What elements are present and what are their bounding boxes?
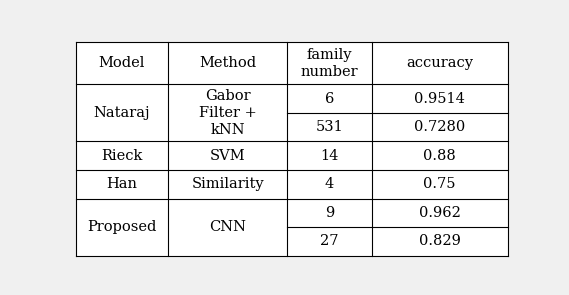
Text: 6: 6	[325, 91, 334, 106]
Text: Method: Method	[199, 56, 257, 70]
Text: 9: 9	[325, 206, 334, 220]
Text: 0.88: 0.88	[423, 149, 456, 163]
Text: 0.962: 0.962	[419, 206, 460, 220]
Text: Model: Model	[99, 56, 145, 70]
Text: Gabor
Filter +
kNN: Gabor Filter + kNN	[199, 88, 257, 137]
Text: 0.9514: 0.9514	[414, 91, 465, 106]
Text: 4: 4	[325, 177, 334, 191]
Text: accuracy: accuracy	[406, 56, 473, 70]
Text: CNN: CNN	[209, 220, 246, 234]
Text: 531: 531	[316, 120, 343, 134]
Text: 14: 14	[320, 149, 339, 163]
Text: Han: Han	[106, 177, 138, 191]
Text: Similarity: Similarity	[192, 177, 264, 191]
Text: Rieck: Rieck	[101, 149, 143, 163]
Text: 0.7280: 0.7280	[414, 120, 465, 134]
Text: Nataraj: Nataraj	[94, 106, 150, 120]
Text: 0.75: 0.75	[423, 177, 456, 191]
Text: 0.829: 0.829	[419, 235, 460, 248]
Text: SVM: SVM	[210, 149, 246, 163]
Text: family
number: family number	[300, 47, 358, 79]
Text: Proposed: Proposed	[87, 220, 156, 234]
Text: 27: 27	[320, 235, 339, 248]
